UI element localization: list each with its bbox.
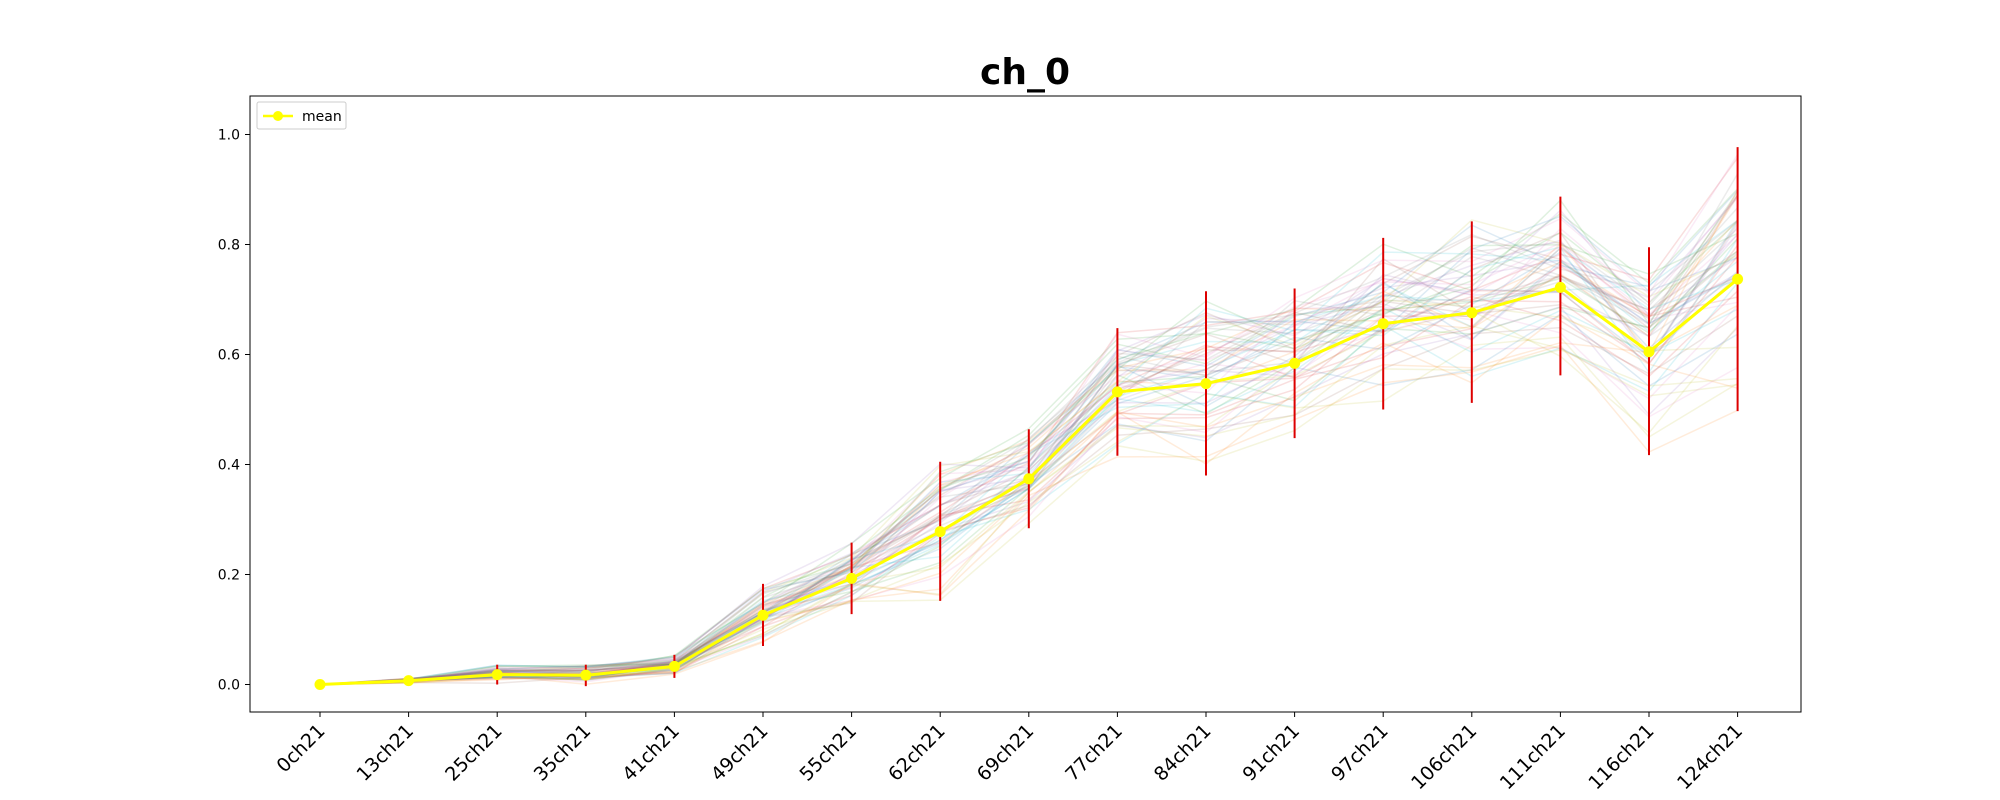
x-tick-label: 41ch21 — [618, 720, 684, 786]
chart-title: ch_0 — [979, 52, 1071, 93]
mean-point — [668, 660, 680, 672]
x-tick-label: 111ch21 — [1496, 720, 1570, 794]
mean-point — [757, 609, 769, 621]
mean-point — [314, 679, 326, 690]
mean-point — [1466, 307, 1478, 319]
x-tick-label: 84ch21 — [1150, 720, 1216, 786]
plot-frame — [249, 95, 1802, 713]
background-traces — [319, 154, 1739, 686]
mean-point — [491, 669, 503, 681]
mean-point — [1023, 473, 1035, 485]
x-tick-label: 106ch21 — [1407, 720, 1481, 794]
background-trace — [319, 188, 1739, 686]
x-tick-label: 35ch21 — [530, 720, 596, 786]
x-tick-label: 69ch21 — [973, 720, 1039, 786]
x-tick-label: 91ch21 — [1238, 720, 1304, 786]
x-tick-label: 49ch21 — [707, 720, 773, 786]
background-trace — [319, 157, 1739, 686]
mean-point — [1200, 378, 1212, 390]
axes: 0.0 0.2 0.4 0.6 0.8 1.0 0ch21 13ch21 25ch21 35ch2… — [218, 95, 1802, 794]
mean-point — [1732, 273, 1744, 285]
mean-point — [403, 675, 415, 687]
mean-point — [1643, 346, 1655, 358]
x-tick-label: 25ch21 — [441, 720, 507, 786]
legend-marker — [273, 111, 283, 121]
y-tick-label: 0.8 — [218, 238, 240, 254]
mean-series — [314, 273, 1744, 690]
legend: mean — [256, 101, 347, 130]
error-bars — [407, 147, 1739, 687]
x-tick-label: 0ch21 — [272, 720, 329, 777]
mean-point — [846, 572, 858, 584]
legend-box — [256, 101, 347, 130]
mean-point — [1289, 357, 1301, 369]
y-tick-label: 0.0 — [218, 678, 240, 694]
y-tick-label: 0.4 — [218, 458, 240, 474]
y-tick-label: 0.6 — [218, 348, 240, 364]
x-tick-label: 13ch21 — [352, 720, 418, 786]
y-tick-label: 1.0 — [218, 128, 240, 144]
mean-point — [1111, 386, 1123, 398]
x-tick-label: 77ch21 — [1061, 720, 1127, 786]
x-tick-label: 97ch21 — [1327, 720, 1393, 786]
y-tick-label: 0.2 — [218, 568, 240, 584]
x-tick-label: 124ch21 — [1673, 720, 1747, 794]
x-tick-label: 62ch21 — [884, 720, 950, 786]
legend-label-mean: mean — [302, 109, 342, 125]
x-tick-label: 55ch21 — [795, 720, 861, 786]
mean-point — [1377, 318, 1389, 330]
mean-point — [934, 526, 946, 538]
mean-point — [1554, 281, 1566, 293]
x-tick-label: 116ch21 — [1584, 720, 1658, 794]
mean-point — [580, 669, 592, 681]
